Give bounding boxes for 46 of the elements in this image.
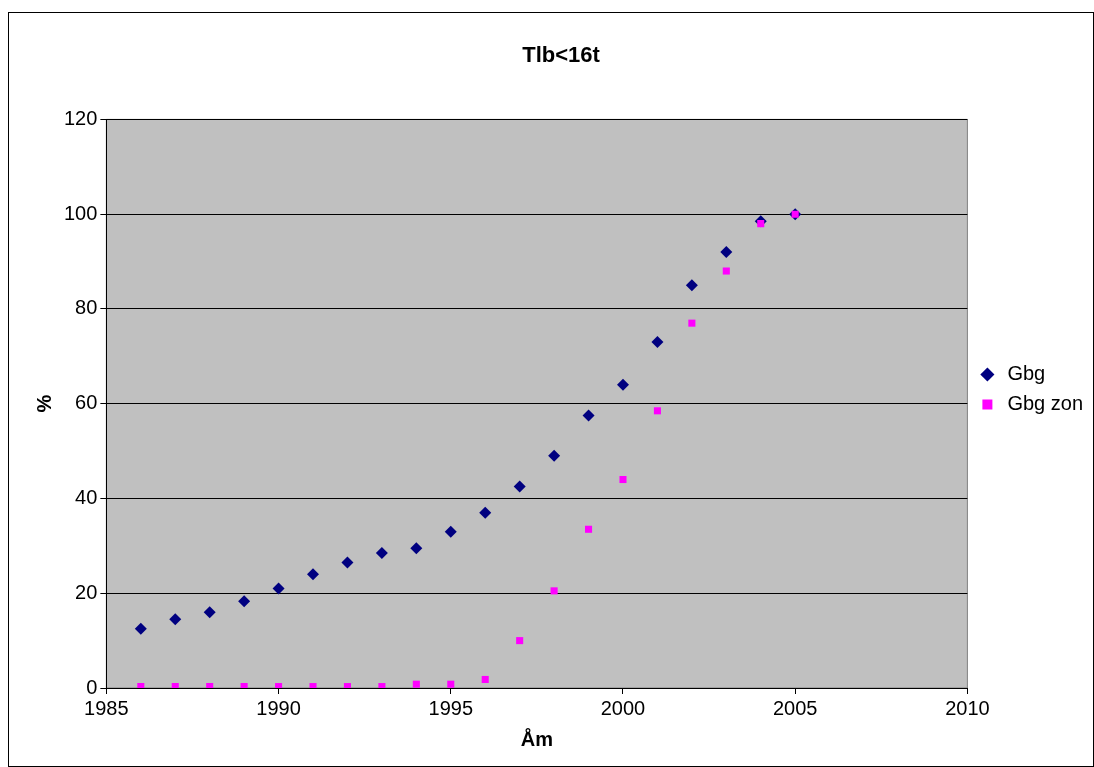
point <box>651 336 664 349</box>
point <box>412 680 420 688</box>
point <box>203 606 216 619</box>
point <box>516 637 524 645</box>
y-tick-label: 80 <box>75 296 98 319</box>
point <box>444 525 457 538</box>
point <box>685 279 698 292</box>
chart-title: Tlb<16t <box>522 42 601 68</box>
point <box>722 267 730 275</box>
y-tick-label: 100 <box>63 201 98 224</box>
x-tick-label: 2000 <box>600 696 646 719</box>
point <box>550 587 558 595</box>
point <box>582 409 595 422</box>
point <box>616 378 629 391</box>
point <box>272 582 285 595</box>
point <box>688 319 696 327</box>
x-tick-label: 2005 <box>772 696 818 719</box>
point <box>481 675 489 684</box>
point <box>169 613 182 626</box>
point <box>720 246 733 259</box>
point <box>447 680 455 688</box>
point <box>548 449 561 462</box>
x-tick-label: 1990 <box>256 696 301 719</box>
x-axis-title: Åm <box>520 726 553 750</box>
point <box>238 595 251 608</box>
point <box>653 407 661 415</box>
point <box>410 542 423 555</box>
point <box>479 506 492 519</box>
y-tick-label: 60 <box>75 391 98 414</box>
y-tick-label: 0 <box>86 675 98 698</box>
point <box>619 475 627 484</box>
legend-label: Gbg zon <box>1007 392 1083 415</box>
x-tick-label: 1985 <box>84 696 129 719</box>
point <box>513 480 526 493</box>
x-tick-label: 1995 <box>428 696 474 719</box>
x-tick-label: 2010 <box>945 696 990 719</box>
legend-label: Gbg <box>1007 362 1046 385</box>
point <box>307 568 320 581</box>
point <box>585 525 593 533</box>
y-tick-label: 40 <box>75 485 98 508</box>
point <box>341 556 354 569</box>
y-tick-label: 20 <box>75 580 98 603</box>
point <box>134 622 147 635</box>
point <box>375 546 388 559</box>
y-axis-title: % <box>32 394 55 413</box>
y-tick-label: 120 <box>63 106 98 129</box>
